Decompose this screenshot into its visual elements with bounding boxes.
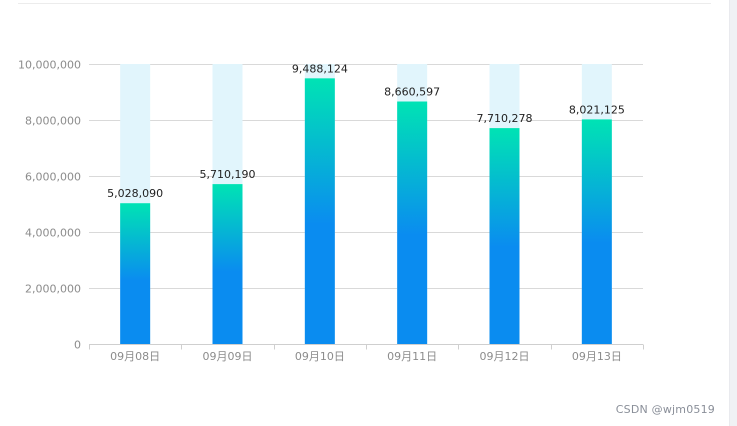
x-tick-label: 09月11日	[387, 350, 437, 363]
bar[interactable]	[581, 119, 612, 344]
bar-value-label: 9,488,124	[292, 62, 348, 75]
x-tick-label: 09月13日	[572, 350, 622, 363]
bar[interactable]	[489, 128, 520, 344]
bar-value-label: 5,710,190	[200, 168, 256, 181]
top-divider	[18, 3, 711, 4]
data-labels: 5,028,090 5,710,190 9,488,124 8,660,597 7,71…	[107, 62, 625, 200]
bar-value-label: 8,660,597	[384, 86, 440, 99]
bar[interactable]	[212, 184, 243, 344]
x-tick-label: 09月10日	[295, 350, 345, 363]
y-tick-label: 6,000,000	[25, 171, 81, 184]
grid-lines	[89, 64, 643, 289]
bar[interactable]	[397, 101, 428, 344]
bar-value-label: 8,021,125	[569, 103, 625, 116]
y-tick-label: 0	[74, 339, 81, 352]
y-tick-label: 8,000,000	[25, 115, 81, 128]
bar-value-label: 7,710,278	[477, 112, 533, 125]
x-tick-label: 09月08日	[110, 350, 160, 363]
watermark: CSDN @wjm0519	[615, 403, 715, 416]
y-axis-tick-labels: 0 2,000,000 4,000,000 6,000,000 8,000,000 10,…	[18, 59, 81, 352]
background-bars	[120, 64, 612, 344]
x-tick-label: 09月09日	[203, 350, 253, 363]
x-tick-label: 09月12日	[480, 350, 530, 363]
y-tick-label: 10,000,000	[18, 59, 81, 72]
y-tick-label: 2,000,000	[25, 283, 81, 296]
data-bars	[120, 78, 612, 345]
bar[interactable]	[304, 78, 335, 345]
y-tick-label: 4,000,000	[25, 227, 81, 240]
bar[interactable]	[120, 203, 151, 344]
bar-value-label: 5,028,090	[107, 187, 163, 200]
x-axis: 09月08日 09月09日 09月10日 09月11日 09月12日 09月13日	[89, 344, 644, 363]
